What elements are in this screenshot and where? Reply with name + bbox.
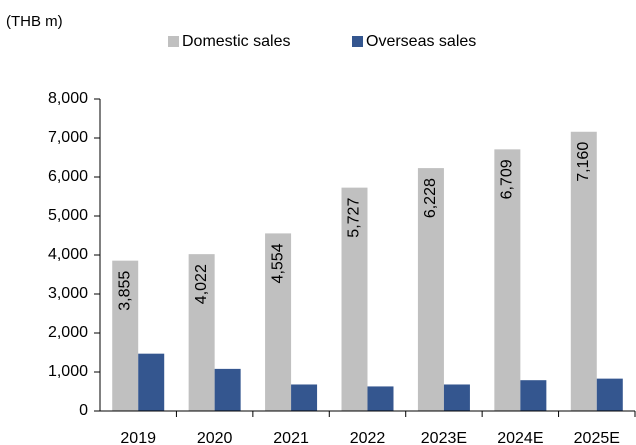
bar (341, 187, 368, 411)
bar (367, 386, 394, 411)
data-label: 7,160 (575, 142, 592, 182)
x-tick-label: 2020 (197, 430, 233, 445)
data-label: 4,554 (269, 243, 286, 283)
bar (214, 368, 241, 411)
data-label: 3,855 (116, 271, 133, 311)
y-tick-label: 7,000 (48, 129, 88, 146)
bar (265, 233, 292, 411)
bar (138, 353, 165, 411)
y-tick-label: 6,000 (48, 168, 88, 185)
bar (596, 378, 623, 411)
x-tick-label: 2023E (421, 430, 467, 445)
y-tick-label: 4,000 (48, 246, 88, 263)
legend-swatch (352, 36, 363, 47)
bar (494, 149, 521, 411)
legend-label: Domestic sales (182, 33, 290, 50)
data-label: 4,022 (193, 264, 210, 304)
x-tick-label: 2025E (574, 430, 620, 445)
bar (570, 131, 597, 411)
unit-label: (THB m) (6, 13, 63, 30)
bar (112, 260, 139, 411)
data-label: 6,228 (422, 178, 439, 218)
x-tick-label: 2022 (350, 430, 386, 445)
legend-label: Overseas sales (366, 33, 476, 50)
y-tick-label: 5,000 (48, 207, 88, 224)
data-label: 5,727 (346, 198, 363, 238)
x-tick-label: 2021 (273, 430, 309, 445)
y-tick-label: 2,000 (48, 324, 88, 341)
y-tick-label: 3,000 (48, 285, 88, 302)
y-tick-label: 1,000 (48, 363, 88, 380)
bar (291, 384, 318, 411)
x-tick-label: 2024E (497, 430, 543, 445)
bar (443, 384, 470, 411)
data-label: 6,709 (499, 159, 516, 199)
bar (417, 168, 444, 411)
legend-swatch (168, 36, 179, 47)
x-tick-label: 2019 (120, 430, 156, 445)
bar (520, 380, 547, 411)
y-tick-label: 8,000 (48, 90, 88, 107)
bar (188, 254, 215, 411)
y-tick-label: 0 (79, 402, 88, 419)
